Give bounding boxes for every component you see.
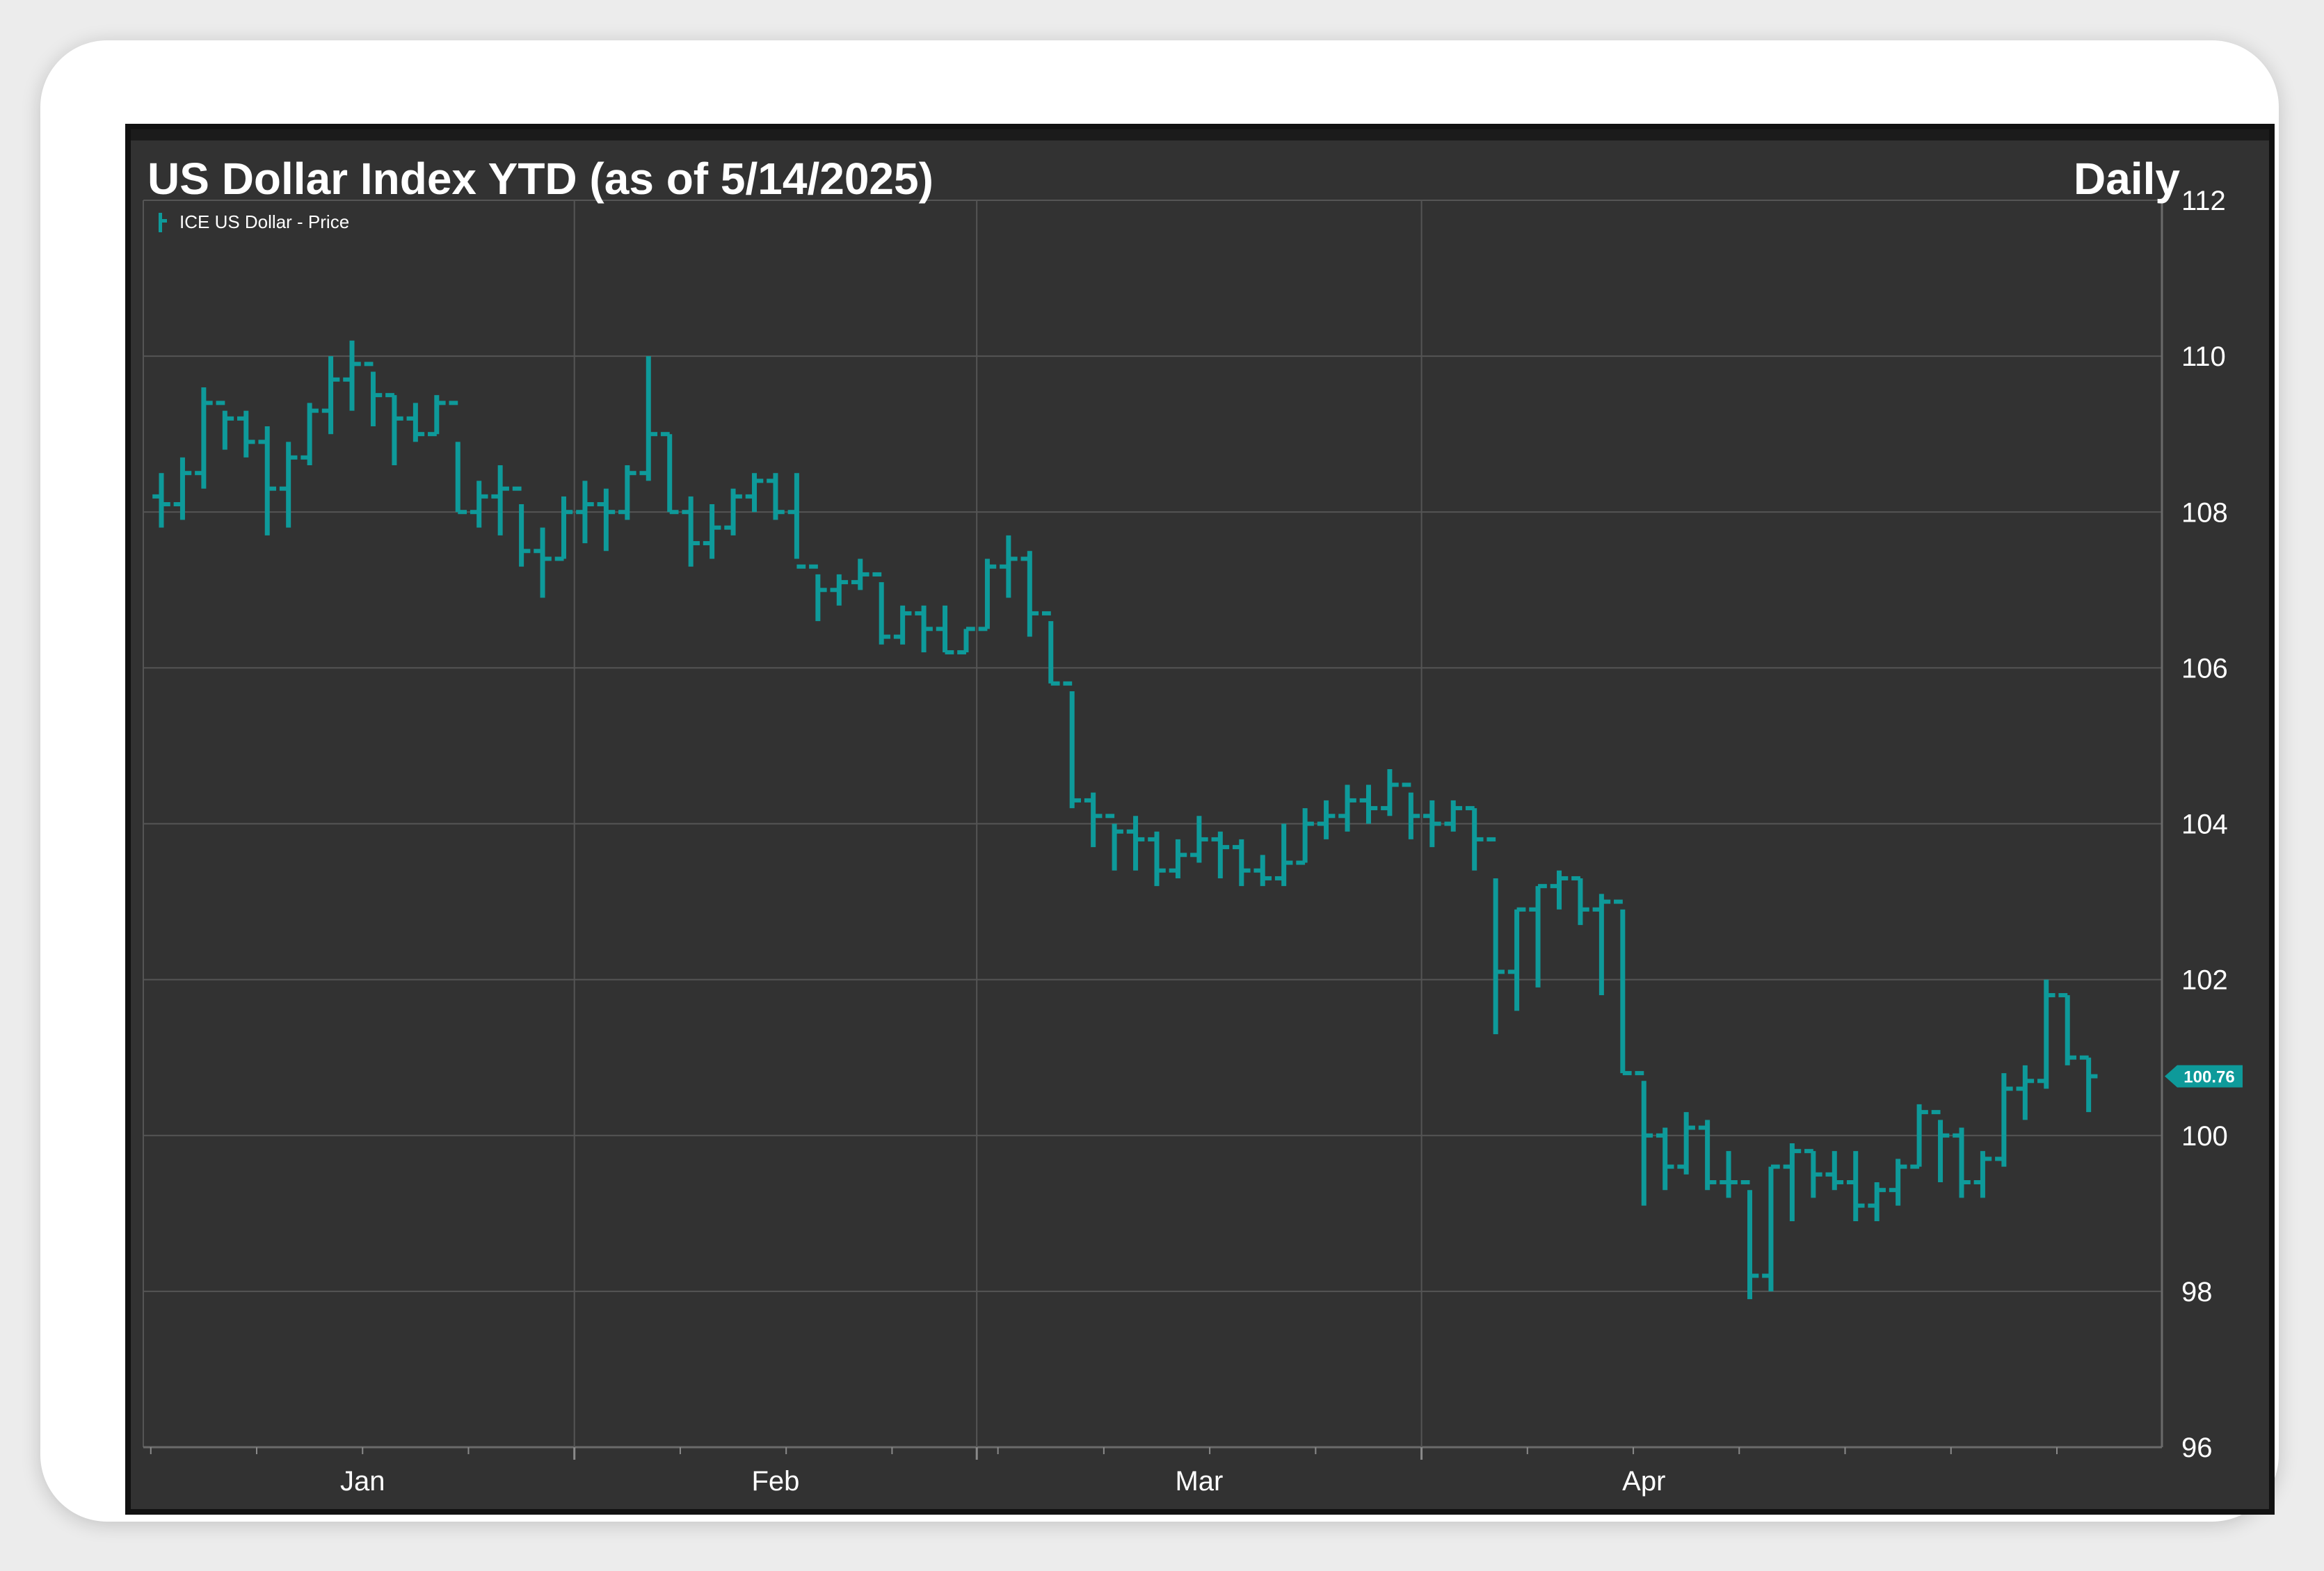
y-tick-label: 100 [2181, 1121, 2228, 1152]
y-tick-label: 104 [2181, 809, 2228, 840]
ohlc-series [152, 340, 2098, 1300]
y-tick-label: 96 [2181, 1433, 2213, 1463]
x-tick-label: Mar [1175, 1466, 1223, 1497]
x-tick-label: Jan [340, 1466, 385, 1497]
chart-title: US Dollar Index YTD (as of 5/14/2025) [147, 154, 933, 204]
chart-panel: 112 110 108 106 104 102 100 98 96 Jan Feb Mar Apr 100… [125, 124, 2275, 1515]
x-tick-label: Apr [1622, 1466, 1665, 1497]
legend-series-label: ICE US Dollar - Price [179, 211, 350, 232]
x-tick-label: Feb [751, 1466, 799, 1497]
y-tick-label: 102 [2181, 965, 2228, 996]
y-tick-label: 112 [2181, 186, 2226, 216]
legend-ohlc-swatch [156, 212, 167, 232]
chart-toolbar-strip [131, 129, 2269, 140]
card: 112 110 108 106 104 102 100 98 96 Jan Feb Mar Apr 100… [40, 40, 2279, 1522]
chart-period-label: Daily [2074, 154, 2180, 204]
y-tick-label: 110 [2181, 341, 2226, 372]
last-value-label: 100.76 [2183, 1068, 2234, 1087]
y-tick-label: 98 [2181, 1277, 2213, 1307]
chart-plot: 112 110 108 106 104 102 100 98 96 Jan Feb Mar Apr 100… [143, 186, 2243, 1497]
y-tick-label: 108 [2181, 497, 2228, 528]
y-tick-label: 106 [2181, 653, 2228, 684]
last-value-badge [2165, 1065, 2243, 1088]
chart-legend: ICE US Dollar - Price [156, 211, 349, 233]
